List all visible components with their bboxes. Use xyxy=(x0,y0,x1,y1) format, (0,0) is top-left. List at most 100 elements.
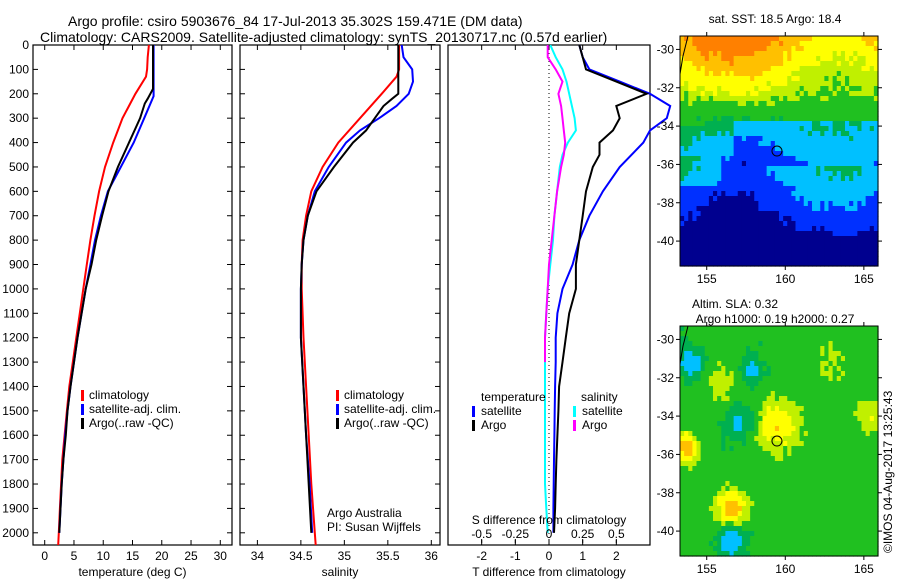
y-tick-label: -32 xyxy=(657,371,675,385)
legend-label: climatology xyxy=(344,388,404,402)
map-title: Argo h1000: 0.19 h2000: 0.27 xyxy=(696,312,855,326)
y-tick-label: 800 xyxy=(9,233,29,247)
x2-axis-label: S difference from climatology xyxy=(472,513,627,527)
y-tick-label: 400 xyxy=(9,136,29,150)
legend-swatch xyxy=(336,404,339,415)
legend-swatch xyxy=(336,390,339,401)
y-tick-label: 1800 xyxy=(2,477,29,491)
x-tick-label: 36 xyxy=(425,549,439,563)
x-tick-label: 1 xyxy=(579,549,586,563)
x-tick-label: 155 xyxy=(697,562,717,576)
x2-tick-label: -0.25 xyxy=(502,527,530,541)
x-tick-label: 165 xyxy=(854,562,874,576)
map-frame xyxy=(679,35,879,267)
y-tick-label: -38 xyxy=(657,196,675,210)
y-tick-label: 0 xyxy=(22,38,29,52)
y-tick-label: 300 xyxy=(9,111,29,125)
y-tick-label: -30 xyxy=(657,332,675,346)
x-tick-label: 35 xyxy=(338,549,352,563)
legend-label: Argo(..raw -QC) xyxy=(89,416,174,430)
title-line-2: Climatology: CARS2009. Satellite-adjuste… xyxy=(40,29,608,45)
copyright-text: ©IMOS 04-Aug-2017 13:25:43 xyxy=(881,390,895,553)
x2-tick-label: 0.25 xyxy=(571,527,595,541)
y-tick-label: 200 xyxy=(9,87,29,101)
x-tick-label: 5 xyxy=(71,549,78,563)
x-tick-label: 34 xyxy=(251,549,265,563)
legend-label: Argo xyxy=(582,418,608,432)
legend-swatch xyxy=(472,406,475,417)
series-line-temperature-argo xyxy=(553,44,650,533)
sla-map-panel: 155 160 165 -30 -32 -34 -36 -38 -40 Altim. SLA: 0… xyxy=(657,297,882,576)
y-tick-label: 900 xyxy=(9,258,29,272)
x-tick-label: 160 xyxy=(775,272,795,286)
map-title: sat. SST: 18.5 Argo: 18.4 xyxy=(709,12,842,26)
series-line-argo-raw-qc- xyxy=(299,45,400,533)
legend-swatch xyxy=(472,420,475,431)
legend-label: satellite-adj. clim. xyxy=(89,402,181,416)
x-tick-label: 160 xyxy=(775,562,795,576)
legend-swatch xyxy=(81,404,84,415)
map-field xyxy=(680,36,879,267)
legend-label: Argo(..raw -QC) xyxy=(344,416,429,430)
legend-swatch xyxy=(81,418,84,429)
y-tick-label: -30 xyxy=(657,42,675,56)
x-tick-label: 165 xyxy=(854,272,874,286)
x-tick-label: -1 xyxy=(510,549,521,563)
y-tick-label: -38 xyxy=(657,486,675,500)
y-tick-label: 1000 xyxy=(2,282,29,296)
annotation-text: Argo Australia xyxy=(327,506,402,520)
legend-label: satellite-adj. clim. xyxy=(344,402,436,416)
y-tick-label: 2000 xyxy=(2,526,29,540)
x-tick-label: 2 xyxy=(613,549,620,563)
title-line-1: Argo profile: csiro 5903676_84 17-Jul-20… xyxy=(68,13,523,29)
y-tick-label: -34 xyxy=(657,409,675,423)
legend-group-label: salinity xyxy=(581,390,618,404)
x-tick-label: 34.5 xyxy=(289,549,313,563)
annotation-text: PI: Susan Wijffels xyxy=(327,520,421,534)
salinity-panel: 34 34.5 35 35.5 36 salinity climatologysatelli… xyxy=(239,44,441,579)
x-tick-label: 10 xyxy=(97,549,111,563)
x-axis-label: salinity xyxy=(322,565,359,579)
legend-group-label: temperature xyxy=(481,390,546,404)
y-tick-label: 1600 xyxy=(2,428,29,442)
series-line-climatology xyxy=(57,44,150,546)
map-frame xyxy=(679,325,879,557)
map-field xyxy=(680,326,879,557)
legend-label: Argo xyxy=(481,418,507,432)
x-tick-label: 25 xyxy=(184,549,198,563)
x2-tick-label: -0.5 xyxy=(471,527,492,541)
x-tick-label: 15 xyxy=(126,549,140,563)
legend-label: satellite xyxy=(582,404,623,418)
legend-label: satellite xyxy=(481,404,522,418)
argo-position-marker xyxy=(771,435,783,447)
x2-tick-label: 0 xyxy=(546,527,553,541)
coastline xyxy=(679,35,689,75)
plot-frame xyxy=(239,44,441,546)
argo-position-marker xyxy=(771,145,783,157)
y-tick-label: -40 xyxy=(657,524,675,538)
y-tick-label: -32 xyxy=(657,81,675,95)
y-tick-label: 1400 xyxy=(2,379,29,393)
series-line-salinity-Argo xyxy=(544,45,567,363)
x-axis-label: temperature (deg C) xyxy=(78,565,186,579)
x-tick-label: 155 xyxy=(697,272,717,286)
y-tick-label: 100 xyxy=(9,62,29,76)
x-tick-label: 35.5 xyxy=(376,549,400,563)
sst-map-panel: 155 160 165 -30 -32 -34 -36 -38 -40 sat. SST: 18.… xyxy=(657,12,882,286)
y-tick-label: 1100 xyxy=(3,306,29,320)
legend-label: climatology xyxy=(89,388,149,402)
x-tick-label: 0 xyxy=(546,549,553,563)
y-tick-label: 1200 xyxy=(2,331,29,345)
legend-swatch xyxy=(336,418,339,429)
x2-tick-label: 0.5 xyxy=(608,527,625,541)
y-tick-label: 1300 xyxy=(2,355,29,369)
y-tick-label: 1700 xyxy=(2,453,29,467)
y-tick-label: -36 xyxy=(657,447,675,461)
y-tick-label: 1900 xyxy=(2,501,29,515)
difference-panel: -2 -1 0 1 2 T difference from climatology S di… xyxy=(447,44,672,579)
x-tick-label: 20 xyxy=(155,549,169,563)
map-title: Altim. SLA: 0.32 xyxy=(692,297,778,311)
y-tick-label: -36 xyxy=(657,157,675,171)
x-axis-label: T difference from climatology xyxy=(472,565,626,579)
